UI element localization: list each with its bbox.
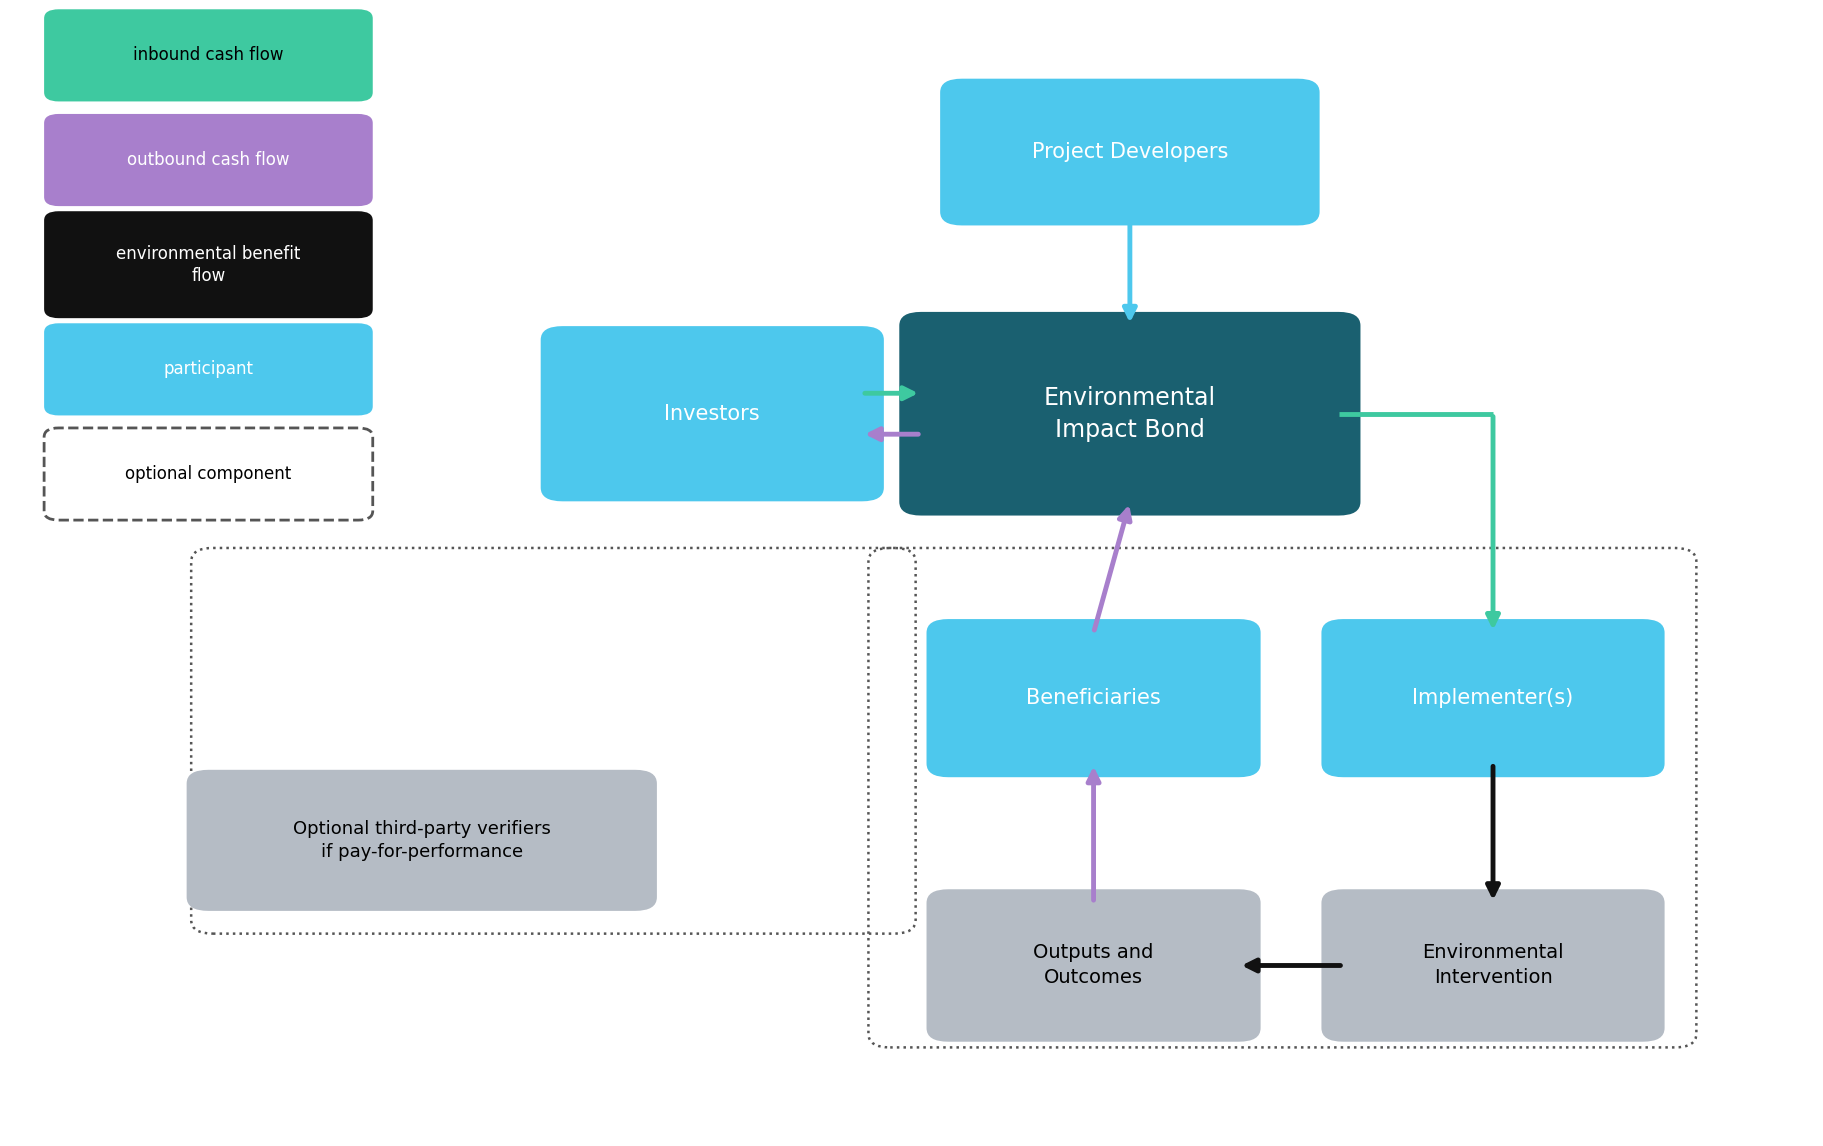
Text: environmental benefit
flow: environmental benefit flow <box>117 244 301 285</box>
Text: Implementer(s): Implementer(s) <box>1411 688 1573 708</box>
Text: Environmental
Impact Bond: Environmental Impact Bond <box>1043 386 1216 441</box>
FancyBboxPatch shape <box>44 323 372 416</box>
FancyBboxPatch shape <box>44 113 372 206</box>
Text: Investors: Investors <box>664 403 760 424</box>
Text: outbound cash flow: outbound cash flow <box>128 151 290 168</box>
Text: Outputs and
Outcomes: Outputs and Outcomes <box>1034 943 1154 988</box>
Text: inbound cash flow: inbound cash flow <box>133 46 284 64</box>
Text: Project Developers: Project Developers <box>1032 142 1227 162</box>
FancyBboxPatch shape <box>44 211 372 319</box>
FancyBboxPatch shape <box>899 312 1360 516</box>
Text: Environmental
Intervention: Environmental Intervention <box>1422 943 1562 988</box>
FancyBboxPatch shape <box>540 327 884 501</box>
Text: Beneficiaries: Beneficiaries <box>1026 688 1159 708</box>
FancyBboxPatch shape <box>44 427 372 520</box>
FancyBboxPatch shape <box>186 770 656 911</box>
FancyBboxPatch shape <box>1320 619 1664 777</box>
Text: participant: participant <box>164 360 253 378</box>
Text: Optional third-party verifiers
if pay-for-performance: Optional third-party verifiers if pay-fo… <box>294 819 551 861</box>
FancyBboxPatch shape <box>926 889 1260 1042</box>
FancyBboxPatch shape <box>44 9 372 102</box>
FancyBboxPatch shape <box>939 79 1318 226</box>
FancyBboxPatch shape <box>926 619 1260 777</box>
FancyBboxPatch shape <box>1320 889 1664 1042</box>
Text: optional component: optional component <box>126 465 292 482</box>
